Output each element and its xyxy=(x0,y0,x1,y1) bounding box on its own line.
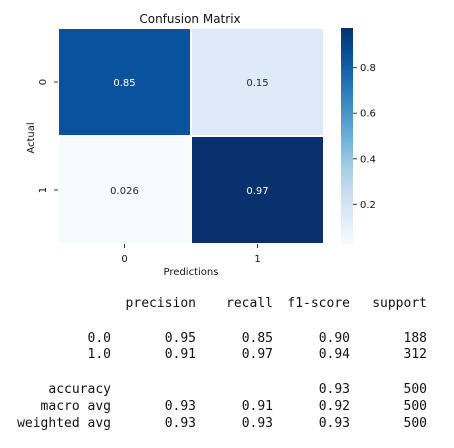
report-cell: 0.93 xyxy=(164,416,196,431)
report-header: f1-score xyxy=(287,296,350,311)
cell-value-label: 0.15 xyxy=(246,78,268,89)
cell-value-label: 0.97 xyxy=(246,186,268,197)
report-row-label: weighted avg xyxy=(17,416,111,431)
report-cell: 0.97 xyxy=(241,347,273,362)
heatmap-cell xyxy=(57,135,192,245)
cell-value-label: 0.85 xyxy=(113,78,135,89)
report-header: support xyxy=(372,296,427,311)
report-row-label: 1.0 xyxy=(87,347,111,362)
x-tick-label: 1 xyxy=(254,254,260,265)
report-row-label: 0.0 xyxy=(87,331,111,346)
report-cell: 500 xyxy=(403,416,427,431)
y-tick-label: 1 xyxy=(38,187,49,193)
report-header: precision xyxy=(125,296,196,311)
y-tick-label: 0 xyxy=(38,79,49,85)
report-cell: 0.93 xyxy=(241,416,273,431)
colorbar xyxy=(341,28,353,244)
x-axis-label: Predictions xyxy=(164,267,219,278)
report-cell: 0.93 xyxy=(164,399,196,414)
report-cell: 312 xyxy=(403,347,427,362)
heatmap-cell xyxy=(190,135,325,245)
report-row-label: accuracy xyxy=(48,382,111,397)
axis-ticks: 0 1 0 1 xyxy=(38,79,261,265)
report-cell: 0.91 xyxy=(241,399,273,414)
confusion-matrix-heatmap: Confusion Matrix 0.85 0.150.026 0.97 0 101 … xyxy=(26,12,376,278)
colorbar-tick-label: 0.6 xyxy=(360,109,376,120)
report-cell: 500 xyxy=(403,399,427,414)
report-cell: 0.94 xyxy=(318,347,350,362)
colorbar-ticks: 0.2 0.4 0.6 0.8 xyxy=(353,63,376,211)
colorbar-tick-label: 0.8 xyxy=(360,63,376,74)
report-cell: 500 xyxy=(403,382,427,397)
y-axis-label: Actual xyxy=(26,122,37,153)
heatmap-cell xyxy=(190,27,325,137)
report-cell: 0.95 xyxy=(164,331,196,346)
report-cell: 0.90 xyxy=(318,331,350,346)
report-cell: 188 xyxy=(403,331,427,346)
report-cell: 0.92 xyxy=(318,399,350,414)
chart-title: Confusion Matrix xyxy=(139,12,240,26)
report-cell: 0.93 xyxy=(318,416,350,431)
heatmap-cells: 0.85 0.15 0.026 0.97 xyxy=(57,27,325,245)
colorbar-tick-label: 0.2 xyxy=(360,200,376,211)
colorbar-tick-label: 0.4 xyxy=(360,154,376,165)
x-tick-label: 0 xyxy=(121,254,127,265)
report-cell: 0.93 xyxy=(318,382,350,397)
report-row-label: macro avg xyxy=(40,399,111,414)
report-header: recall xyxy=(226,296,273,311)
report-cell: 0.85 xyxy=(241,331,273,346)
report-cell: 0.91 xyxy=(164,347,196,362)
cell-value-label: 0.026 xyxy=(110,186,139,197)
